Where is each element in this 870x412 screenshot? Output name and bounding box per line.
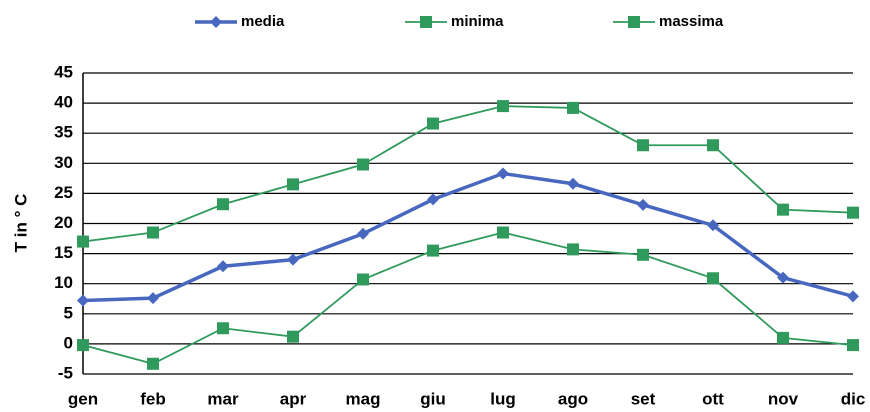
marker <box>287 178 299 191</box>
legend-label: massima <box>659 13 724 30</box>
marker <box>497 167 509 180</box>
marker <box>357 158 369 171</box>
marker <box>287 330 299 343</box>
marker <box>420 16 432 28</box>
marker <box>427 193 439 206</box>
marker <box>567 243 579 256</box>
x-tick-label: gen <box>68 389 98 408</box>
marker <box>217 322 229 335</box>
marker <box>777 203 789 216</box>
x-tick-label: mar <box>207 389 239 408</box>
y-tick-label: 30 <box>54 153 73 172</box>
x-tick-label: mag <box>346 389 381 408</box>
x-tick-label: apr <box>280 389 307 408</box>
marker <box>707 272 719 285</box>
marker <box>427 244 439 257</box>
marker <box>357 227 369 240</box>
marker <box>707 139 719 152</box>
legend-label: media <box>241 13 285 30</box>
marker <box>847 339 859 352</box>
marker <box>77 235 89 248</box>
y-tick-label: -5 <box>58 363 73 382</box>
x-tick-label: giu <box>420 389 446 408</box>
y-tick-label: 5 <box>64 303 73 322</box>
x-tick-label: nov <box>768 389 799 408</box>
marker <box>847 206 859 219</box>
marker <box>77 339 89 352</box>
marker <box>147 292 159 305</box>
x-tick-label: ott <box>702 389 724 408</box>
marker <box>147 226 159 239</box>
marker <box>847 290 859 303</box>
y-tick-label: 20 <box>54 213 73 232</box>
marker <box>497 100 509 113</box>
series-line <box>82 171 854 303</box>
x-tick-label: feb <box>140 389 166 408</box>
marker <box>287 253 299 266</box>
y-tick-label: 35 <box>54 123 73 142</box>
marker <box>628 16 640 28</box>
marker <box>497 226 509 239</box>
marker <box>637 198 649 211</box>
y-tick-label: 0 <box>64 333 73 352</box>
marker <box>707 219 719 232</box>
y-axis-label: T in ° C <box>11 194 30 253</box>
legend-label: minima <box>451 13 504 30</box>
x-tick-label: set <box>631 389 656 408</box>
marker <box>567 177 579 190</box>
marker <box>357 273 369 286</box>
x-tick-label: dic <box>841 389 866 408</box>
series-line <box>82 231 854 365</box>
marker <box>567 101 579 114</box>
marker <box>637 248 649 261</box>
marker <box>637 139 649 152</box>
marker <box>210 16 222 28</box>
marker <box>427 117 439 130</box>
x-tick-label: ago <box>558 389 588 408</box>
series-line <box>82 105 854 243</box>
x-tick-label: lug <box>490 389 516 408</box>
marker <box>77 294 89 307</box>
y-tick-label: 45 <box>54 62 73 81</box>
legend: media minima massima <box>195 13 724 30</box>
marker <box>147 357 159 370</box>
marker <box>217 198 229 211</box>
marker <box>217 260 229 273</box>
marker <box>777 271 789 284</box>
y-tick-label: 40 <box>54 93 73 112</box>
y-tick-label: 25 <box>54 183 73 202</box>
y-tick-label: 15 <box>54 243 73 262</box>
marker <box>777 331 789 344</box>
y-tick-label: 10 <box>54 273 73 292</box>
